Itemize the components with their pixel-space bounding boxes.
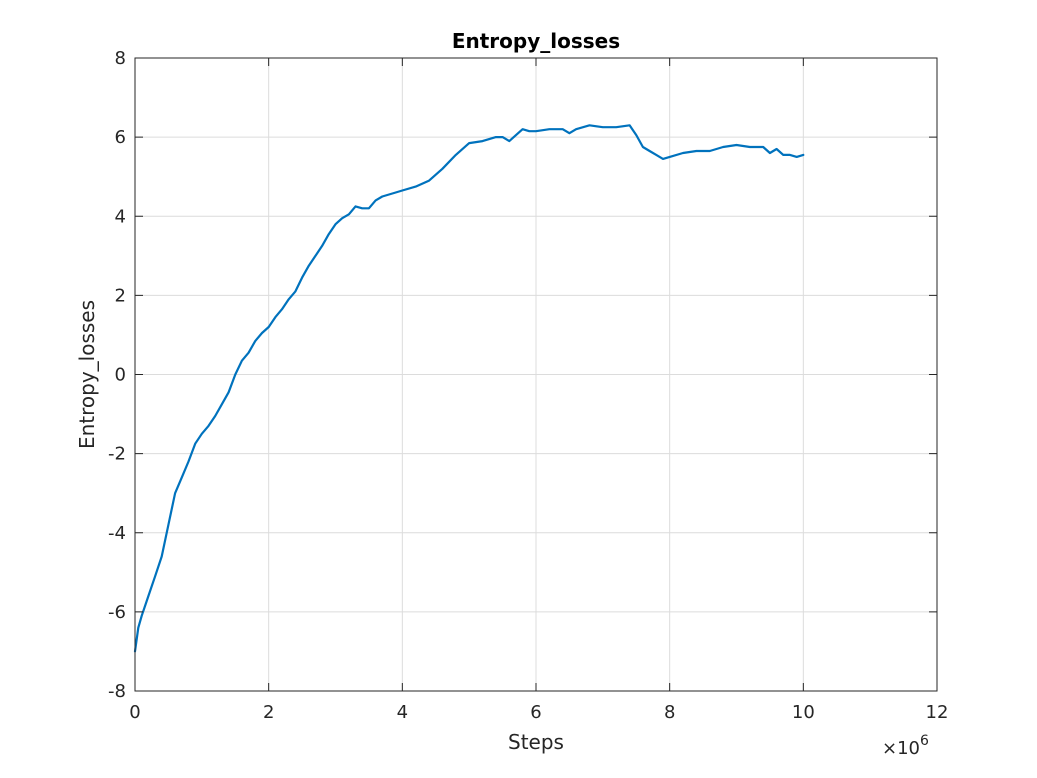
y-tick-label: 0	[115, 365, 126, 386]
series-layer	[133, 124, 805, 653]
x-axis-label: Steps	[508, 730, 564, 754]
y-axis-label: Entropy_losses	[75, 300, 99, 449]
x-exponent-power: 6	[920, 733, 929, 749]
x-tick-label: 4	[397, 702, 408, 723]
x-tick-label: 8	[664, 702, 675, 723]
y-tick-label: -8	[108, 681, 126, 702]
y-tick-label: 2	[115, 285, 126, 306]
grid	[135, 58, 937, 691]
x-axis-exponent: ×106	[882, 733, 929, 759]
x-tick-label: 10	[792, 702, 815, 723]
y-tick-label: -4	[108, 523, 126, 544]
y-tick-label: 8	[115, 48, 126, 69]
x-tick-label: 2	[263, 702, 274, 723]
ticks	[134, 57, 938, 692]
y-tick-label: -6	[108, 602, 126, 623]
x-tick-label: 0	[129, 702, 140, 723]
series-line	[133, 124, 805, 653]
y-tick-label: -2	[108, 444, 126, 465]
tick-labels: 0 2 4 6 8 10 12 -8 -6 -4 -2 0 2 4 6 8	[108, 48, 948, 723]
y-tick-label: 6	[115, 127, 126, 148]
x-exponent-base: ×10	[882, 738, 920, 759]
y-tick-label: 4	[115, 206, 126, 227]
x-tick-label: 6	[530, 702, 541, 723]
x-tick-label: 12	[926, 702, 949, 723]
chart-title: Entropy_losses	[452, 29, 620, 53]
